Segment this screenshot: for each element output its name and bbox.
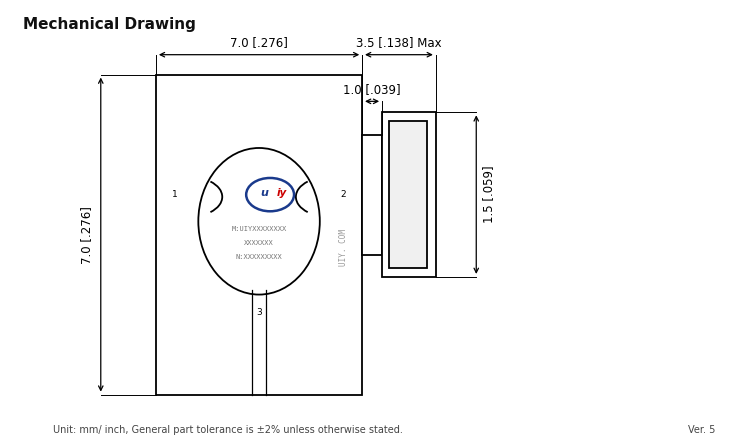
Text: 7.0 [.276]: 7.0 [.276] bbox=[81, 206, 93, 264]
Text: 2: 2 bbox=[341, 190, 346, 199]
Text: 1: 1 bbox=[172, 190, 178, 199]
Text: iy: iy bbox=[277, 188, 287, 198]
Text: 7.0 [.276]: 7.0 [.276] bbox=[230, 36, 288, 49]
Text: UIY. COM: UIY. COM bbox=[339, 229, 348, 266]
Text: 1.0 [.039]: 1.0 [.039] bbox=[343, 83, 401, 96]
Bar bbox=[389, 121, 427, 268]
Text: M:UIYXXXXXXXX: M:UIYXXXXXXXX bbox=[231, 226, 287, 232]
Ellipse shape bbox=[256, 184, 285, 205]
Text: 3: 3 bbox=[256, 308, 262, 317]
Text: Unit: mm/ inch, General part tolerance is ±2% unless otherwise stated.: Unit: mm/ inch, General part tolerance i… bbox=[53, 425, 403, 434]
Text: Mechanical Drawing: Mechanical Drawing bbox=[24, 17, 197, 32]
Bar bbox=[382, 113, 436, 277]
Ellipse shape bbox=[198, 148, 320, 295]
Text: 3.5 [.138] Max: 3.5 [.138] Max bbox=[356, 36, 442, 49]
Text: N:XXXXXXXXX: N:XXXXXXXXX bbox=[236, 254, 282, 260]
Ellipse shape bbox=[246, 178, 294, 211]
Bar bbox=[362, 135, 382, 255]
Text: 1.5 [.059]: 1.5 [.059] bbox=[482, 166, 495, 224]
Text: XXXXXXX: XXXXXXX bbox=[244, 240, 274, 246]
Bar bbox=[156, 75, 362, 395]
Text: u: u bbox=[260, 188, 268, 198]
Text: Ver. 5: Ver. 5 bbox=[688, 425, 715, 434]
